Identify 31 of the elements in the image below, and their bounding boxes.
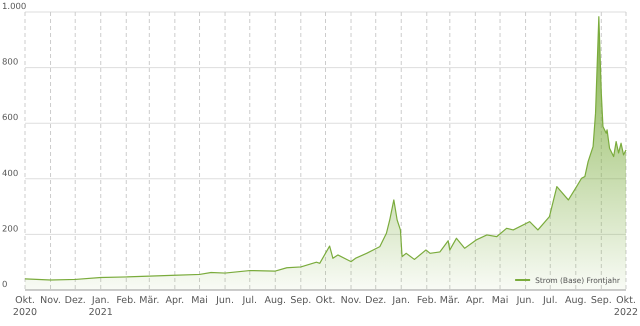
x-tick-label: Dez. — [365, 295, 386, 306]
x-tick-label: Okt. 2020 — [12, 295, 38, 318]
x-tick-label: Jan. — [391, 295, 410, 306]
x-tick-label: Jan. 2021 — [88, 295, 113, 318]
x-tick-label: Apr. — [466, 295, 485, 306]
x-tick-label: Apr. — [166, 295, 184, 306]
x-tick-label: Mär. — [440, 295, 460, 306]
x-tick-label: Aug. — [264, 295, 286, 306]
x-tick-label: Okt. 2022 — [614, 295, 638, 318]
x-tick-label: Okt. — [316, 295, 336, 306]
x-tick-label: Nov. — [40, 295, 61, 306]
y-tick-label: 1.000 — [2, 2, 26, 12]
y-tick-label: 200 — [2, 224, 18, 234]
x-tick-label: Sep. — [290, 295, 312, 306]
x-tick-label: Dez. — [64, 295, 86, 306]
x-tick-label: Mai — [191, 295, 208, 306]
x-tick-label: Mär. — [139, 295, 160, 306]
x-tick-label: Feb. — [116, 295, 136, 306]
x-tick-label: Sep. — [590, 295, 612, 306]
x-tick-label: Aug. — [564, 295, 587, 306]
x-tick-label: Mai — [492, 295, 508, 306]
x-tick-label: Feb. — [416, 295, 437, 306]
x-tick-label: Jun. — [215, 295, 234, 306]
x-tick-label: Jul. — [242, 295, 257, 306]
y-tick-label: 600 — [2, 113, 18, 124]
y-tick-label: 400 — [2, 168, 18, 179]
x-tick-label: Jul. — [542, 295, 558, 306]
x-tick-label: Jun. — [516, 295, 534, 306]
y-tick-label: 0 — [2, 280, 8, 290]
y-tick-label: 800 — [2, 58, 18, 68]
x-tick-label: Nov. — [340, 295, 362, 306]
